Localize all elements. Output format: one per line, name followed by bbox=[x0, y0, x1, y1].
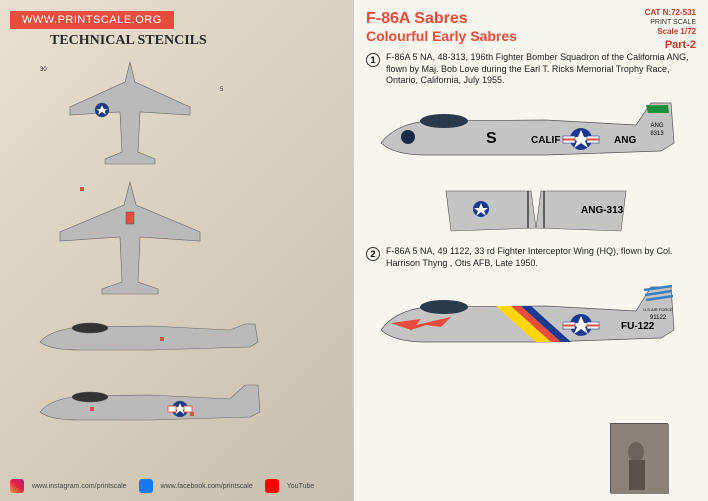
fuselage-text-left: CALIF bbox=[531, 135, 560, 146]
aircraft-profile-2: U.S.AIR FORCE 91122 FU-122 bbox=[366, 275, 696, 370]
stencil-mark bbox=[130, 217, 134, 221]
stencil-num: 5 bbox=[220, 87, 223, 93]
stencil-num: 30 bbox=[40, 67, 47, 73]
brand-name: PRINT SCALE bbox=[645, 18, 696, 27]
fuselage-letter: S bbox=[486, 130, 497, 147]
part-label: Part-2 bbox=[645, 38, 696, 52]
cat-number: CAT N:72-531 bbox=[645, 8, 696, 18]
aircraft-side-view-2 bbox=[30, 377, 270, 437]
instagram-label: www.instagram.com/printscale bbox=[32, 483, 127, 490]
social-row: www.instagram.com/printscale www.faceboo… bbox=[10, 479, 318, 493]
instagram-icon bbox=[10, 479, 24, 493]
youtube-icon bbox=[265, 479, 279, 493]
wing-text: ANG-313 bbox=[581, 205, 624, 216]
wing-plan-1: ANG-313 bbox=[436, 183, 636, 238]
aircraft-top-view-2 bbox=[40, 177, 220, 297]
left-panel: www.printscale.org TECHNICAL STENCILS 30… bbox=[0, 0, 354, 501]
aircraft-profile-1: ANG 8313 S CALIF ANG bbox=[366, 93, 696, 183]
stencil-mark bbox=[90, 407, 94, 411]
entry-description: F-86A 5 NA, 49 1122, 33 rd Fighter Inter… bbox=[386, 246, 696, 269]
facebook-icon bbox=[139, 479, 153, 493]
profile-1: ANG 8313 S CALIF ANG bbox=[366, 93, 696, 238]
entry-number: 1 bbox=[366, 53, 380, 67]
aircraft-side-view-1 bbox=[30, 312, 270, 367]
youtube-label: YouTube bbox=[287, 483, 315, 490]
tail-code-bot: 8313 bbox=[650, 131, 664, 137]
fuselage-text-right: ANG bbox=[614, 135, 636, 146]
url-banner: www.printscale.org bbox=[10, 11, 174, 29]
entry-2: 2 F-86A 5 NA, 49 1122, 33 rd Fighter Int… bbox=[366, 246, 696, 370]
svg-text:U.S.AIR FORCE: U.S.AIR FORCE bbox=[643, 307, 673, 312]
right-panel: CAT N:72-531 PRINT SCALE Scale 1/72 Part… bbox=[354, 0, 708, 501]
fuselage-code: FU-122 bbox=[621, 321, 655, 332]
scale-label: Scale 1/72 bbox=[645, 27, 696, 37]
stencil-mark bbox=[190, 412, 194, 416]
stencil-mark bbox=[160, 337, 164, 341]
entry-number: 2 bbox=[366, 247, 380, 261]
aircraft-stencil-views: 30 5 bbox=[10, 57, 343, 457]
pilot-photo bbox=[610, 423, 668, 493]
technical-stencils-title: TECHNICAL STENCILS bbox=[50, 33, 343, 49]
facebook-label: www.facebook.com/printscale bbox=[161, 483, 253, 490]
catalog-info: CAT N:72-531 PRINT SCALE Scale 1/72 Part… bbox=[645, 8, 696, 52]
stencil-mark bbox=[80, 187, 84, 191]
aircraft-top-view-1 bbox=[50, 57, 210, 167]
profile-2: U.S.AIR FORCE 91122 FU-122 bbox=[366, 275, 696, 370]
entry-description: F-86A 5 NA, 48-313, 196th Fighter Bomber… bbox=[386, 52, 696, 87]
tail-code-top: ANG bbox=[650, 123, 663, 129]
entry-1: 1 F-86A 5 NA, 48-313, 196th Fighter Bomb… bbox=[366, 52, 696, 238]
